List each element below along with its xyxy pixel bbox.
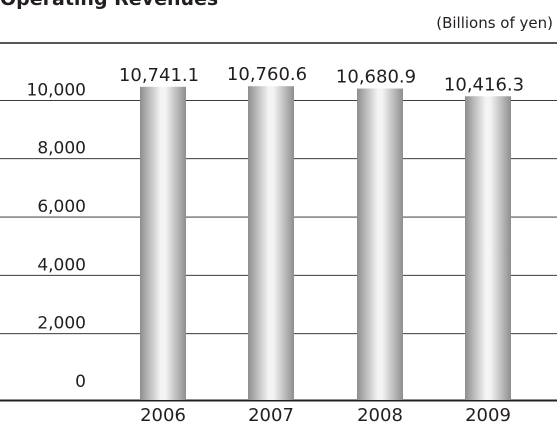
chart-title: Operating Revenues xyxy=(0,0,218,10)
data-label-2007: 10,760.6 xyxy=(227,64,307,85)
data-label-2008: 10,680.9 xyxy=(336,67,416,88)
bar-2007 xyxy=(248,86,294,401)
bar-2006 xyxy=(140,86,186,400)
bar-2009 xyxy=(465,96,511,401)
x-tick-label: 2009 xyxy=(465,405,511,426)
x-tick-label: 2006 xyxy=(140,405,186,426)
y-tick-label: 2,000 xyxy=(37,314,86,334)
x-tick-label: 2007 xyxy=(248,405,294,426)
y-tick-label: 4,000 xyxy=(37,255,86,275)
y-tick-label: 10,000 xyxy=(27,80,86,100)
y-tick-label: 0 xyxy=(75,372,86,392)
data-label-2006: 10,741.1 xyxy=(119,65,199,86)
y-tick-label: 6,000 xyxy=(37,197,86,217)
bar-2008 xyxy=(357,88,403,400)
unit-label: (Billions of yen) xyxy=(436,14,553,32)
data-label-2009: 10,416.3 xyxy=(444,74,524,95)
x-tick-label: 2008 xyxy=(357,405,403,426)
y-tick-label: 8,000 xyxy=(37,139,86,159)
